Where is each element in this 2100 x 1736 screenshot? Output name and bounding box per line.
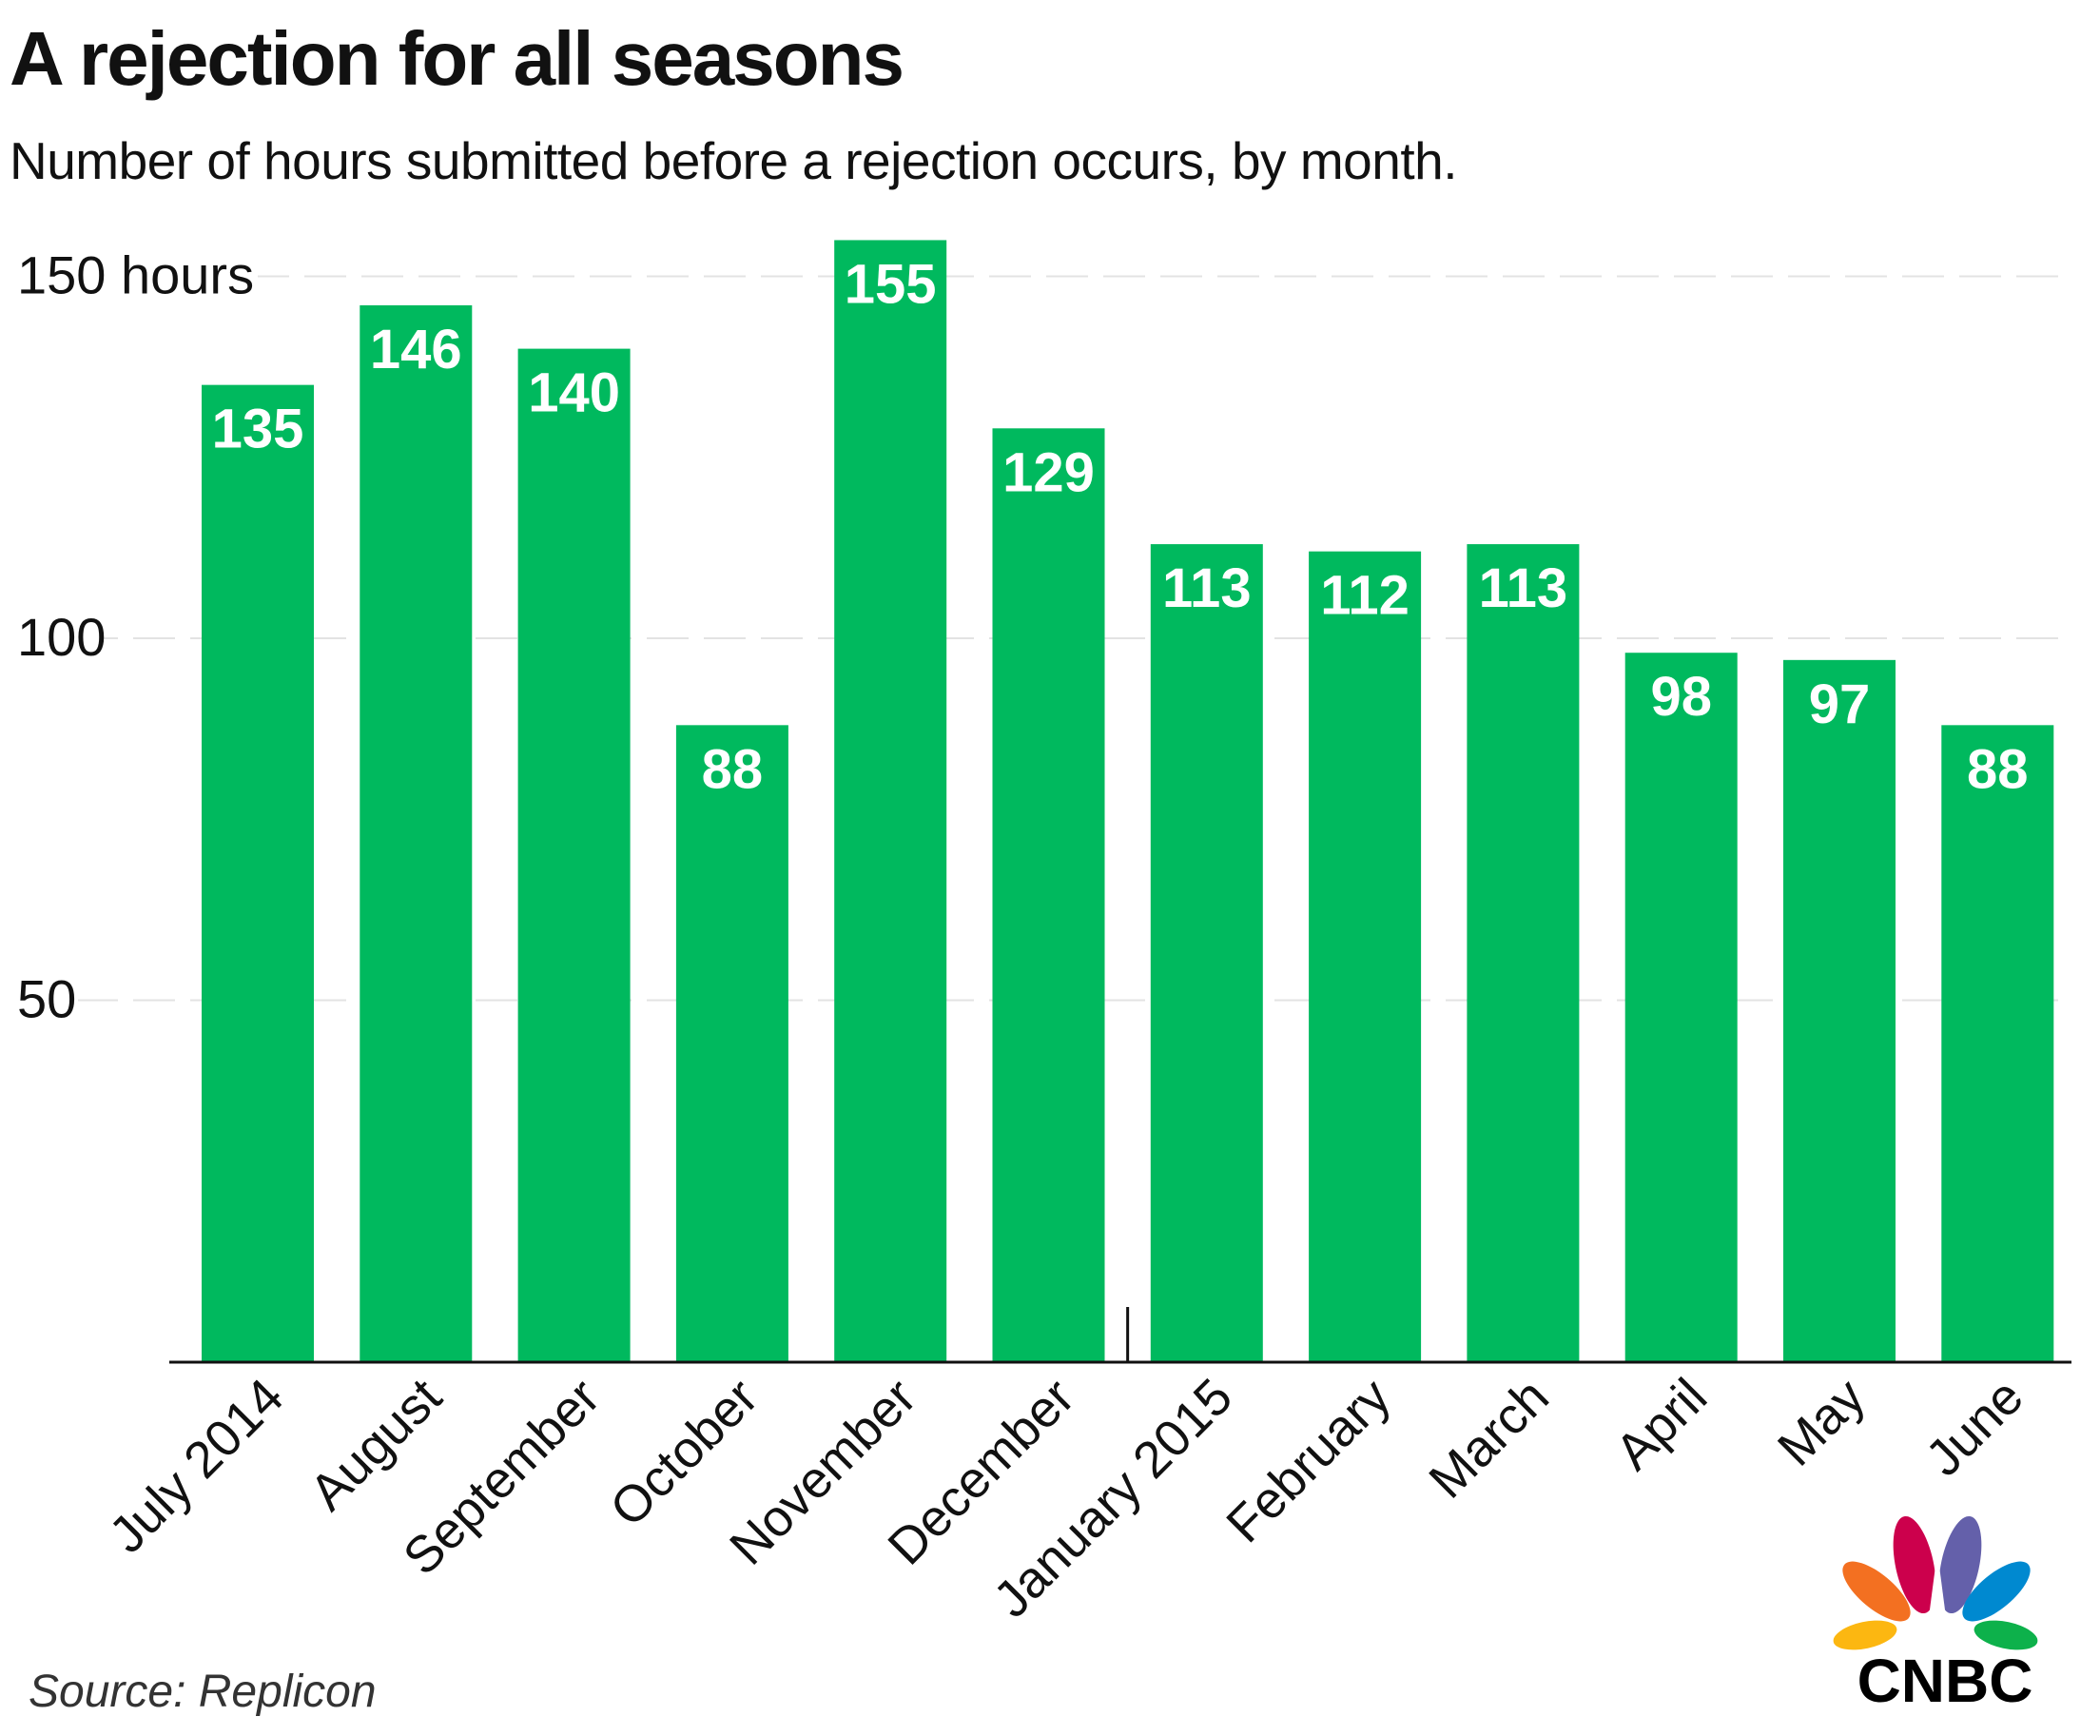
chart-subtitle: Number of hours submitted before a rejec… [10, 131, 1457, 190]
bar [360, 304, 473, 1363]
x-tick-labels: July 2014 AugustSeptemberOctoberNovemberD… [99, 1368, 2034, 1629]
bar [1150, 544, 1263, 1362]
x-tick-label: July 2014 [99, 1368, 295, 1564]
bar-value-label: 129 [1002, 441, 1095, 503]
bar-value-label: 146 [370, 319, 462, 380]
bar [1467, 544, 1580, 1362]
chart-title: A rejection for all seasons [10, 16, 904, 101]
source-note: Source: Replicon [29, 1667, 377, 1717]
bar [202, 384, 314, 1362]
y-tick-label: 150 hours [17, 245, 254, 305]
peacock-icon [1833, 1515, 2038, 1650]
cnbc-peacock-logo: CNBC [1833, 1515, 2038, 1715]
bar-value-label: 135 [212, 399, 304, 460]
y-tick-labels: 50 100 150 hours [8, 242, 258, 1035]
bar [675, 725, 788, 1362]
bars: 135 146 140 88 155 129 113 112 113 98 97 88 [202, 240, 2054, 1363]
bar [992, 428, 1105, 1362]
y-tick-label-bg [8, 242, 258, 311]
x-tick-label: February [1215, 1368, 1401, 1553]
x-tick-label: June [1915, 1368, 2034, 1487]
y-tick-label: 50 [17, 969, 76, 1029]
bar-value-label: 113 [1162, 557, 1252, 619]
x-tick-label: August [299, 1368, 452, 1521]
bar [1624, 653, 1738, 1362]
bar-value-label: 155 [845, 253, 937, 315]
bar-value-label: 98 [1650, 666, 1712, 728]
y-tick-label-bg [8, 966, 78, 1035]
bar-value-label: 113 [1479, 557, 1568, 619]
x-tick-label: May [1767, 1368, 1876, 1477]
bar-value-label: 112 [1320, 565, 1410, 627]
bar [1783, 659, 1896, 1362]
y-tick-label: 100 [17, 607, 106, 667]
bar-value-label: 88 [702, 738, 764, 800]
x-tick-label: April [1604, 1368, 1718, 1481]
x-tick-label: March [1418, 1368, 1560, 1510]
bar-value-label: 97 [1809, 673, 1871, 735]
bar [1941, 725, 2054, 1362]
bar [834, 240, 947, 1363]
cnbc-wordmark: CNBC [1857, 1647, 2033, 1715]
bar-value-label: 140 [528, 362, 620, 424]
bar [517, 348, 631, 1363]
bar [1309, 551, 1422, 1362]
bar-value-label: 88 [1967, 738, 2029, 800]
y-tick-label-bg [8, 604, 104, 673]
